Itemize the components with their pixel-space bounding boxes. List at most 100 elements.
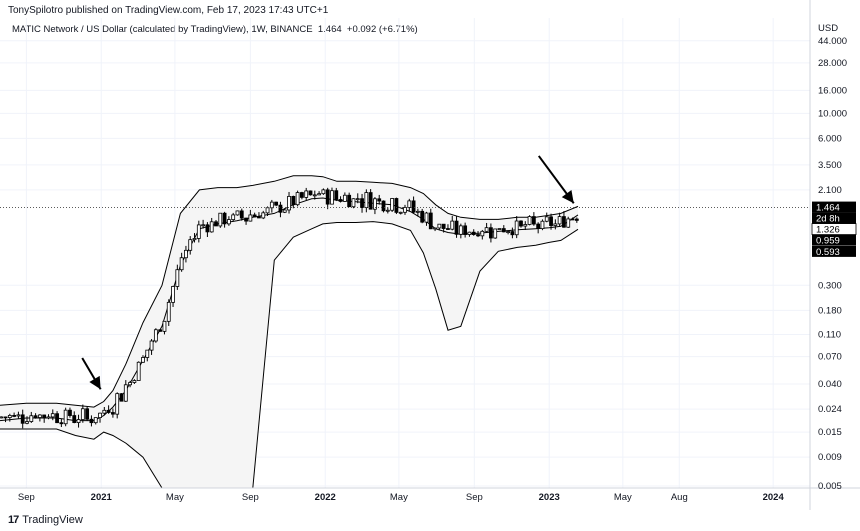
candle-body (566, 218, 571, 228)
time-tick-label: May (166, 492, 184, 503)
candle-body (308, 190, 313, 196)
price-tick-label: 0.180 (818, 305, 842, 316)
candle-body (93, 417, 98, 424)
time-tick-label: 2021 (91, 492, 113, 503)
candle-body (403, 207, 407, 213)
candle-body (231, 214, 236, 221)
tradingview-footer: 17 TradingView (8, 514, 83, 526)
candle-body (415, 210, 420, 213)
candle-body (489, 227, 493, 239)
candle-body (287, 196, 291, 211)
price-label: 2d 8h (816, 214, 840, 225)
candle-body (463, 225, 468, 235)
candle-body (450, 220, 455, 230)
price-tick-label: 0.015 (818, 427, 842, 438)
candle-body (360, 198, 364, 209)
candle-body (76, 419, 81, 423)
candle-body (334, 190, 339, 200)
candle-body (497, 228, 502, 230)
price-label: 0.959 (816, 236, 840, 247)
candle-body (72, 415, 77, 423)
candle-body (527, 216, 532, 225)
candle-body (381, 200, 386, 212)
price-tick-label: 0.300 (818, 280, 842, 291)
candle-body (205, 224, 210, 233)
price-label-box (812, 212, 856, 224)
candle-body (102, 409, 107, 414)
candle-body (523, 224, 528, 227)
candle-body (484, 227, 489, 232)
candle-body (330, 190, 334, 205)
candle-body (536, 223, 541, 230)
candle-body (29, 415, 34, 422)
candle-body (141, 357, 145, 363)
annotation-arrowhead-1 (89, 375, 101, 390)
tradingview-logo-icon: 17 (8, 514, 19, 526)
band-lower-line (0, 221, 579, 489)
candle-body (549, 216, 553, 226)
candle-body (261, 212, 266, 219)
candle-body (278, 204, 283, 213)
candle-body (519, 220, 523, 227)
candle-body (531, 216, 536, 225)
price-tick-label: 0.070 (818, 352, 842, 363)
candle-body (458, 225, 463, 235)
candle-body (252, 214, 257, 218)
candle-body (312, 194, 317, 197)
candle-body (257, 216, 261, 219)
candle-body (3, 416, 8, 419)
candle-body (269, 201, 274, 209)
candle-body (506, 231, 510, 233)
candle-body (304, 190, 309, 198)
time-tick-label: Sep (242, 492, 259, 503)
candle-body (192, 238, 197, 241)
candle-body (179, 257, 184, 271)
candle-body (398, 211, 403, 214)
candle-body (420, 210, 425, 223)
candle-body (467, 231, 472, 235)
candle-body (544, 216, 549, 222)
candle-body (441, 223, 446, 229)
candle-body (321, 189, 326, 195)
candle-body (158, 329, 163, 332)
candle-body (437, 223, 442, 229)
candle-body (235, 210, 240, 216)
candle-body (33, 415, 38, 418)
price-label-box (812, 234, 856, 246)
candle-body (25, 421, 29, 424)
publish-info: TonySpilotro published on TradingView.co… (8, 5, 329, 16)
candle-body (471, 231, 476, 235)
candle-body (175, 269, 180, 287)
candle-body (89, 418, 94, 424)
candle-body (20, 414, 25, 424)
candle-body (338, 199, 343, 202)
time-tick-label: 2023 (539, 492, 560, 503)
candle-body (424, 212, 429, 223)
candle-body (119, 393, 124, 402)
candle-body (553, 223, 558, 226)
price-tick-label: 0.024 (818, 404, 842, 415)
symbol-price: 1.464 (317, 24, 342, 35)
candle-body (493, 228, 498, 239)
candle-body (317, 193, 321, 196)
price-label: 1.464 (816, 203, 840, 214)
candle-body (282, 209, 287, 213)
candle-body (300, 192, 304, 198)
candle-body (570, 218, 575, 221)
price-tick-label: 2.100 (818, 185, 842, 196)
candle-body (295, 192, 300, 206)
candle-body (85, 408, 90, 420)
candle-body (115, 393, 120, 415)
candle-body (562, 216, 566, 228)
candle-body (274, 201, 279, 206)
candle-body (98, 412, 102, 418)
candle-body (510, 231, 515, 236)
candle-body (248, 214, 253, 222)
candle-body (501, 228, 506, 233)
candle-body (188, 239, 193, 251)
candle-body (63, 409, 68, 425)
price-tick-label: 0.110 (818, 329, 841, 340)
candle-body (351, 198, 356, 208)
price-tick-label: 44.000 (818, 36, 847, 47)
